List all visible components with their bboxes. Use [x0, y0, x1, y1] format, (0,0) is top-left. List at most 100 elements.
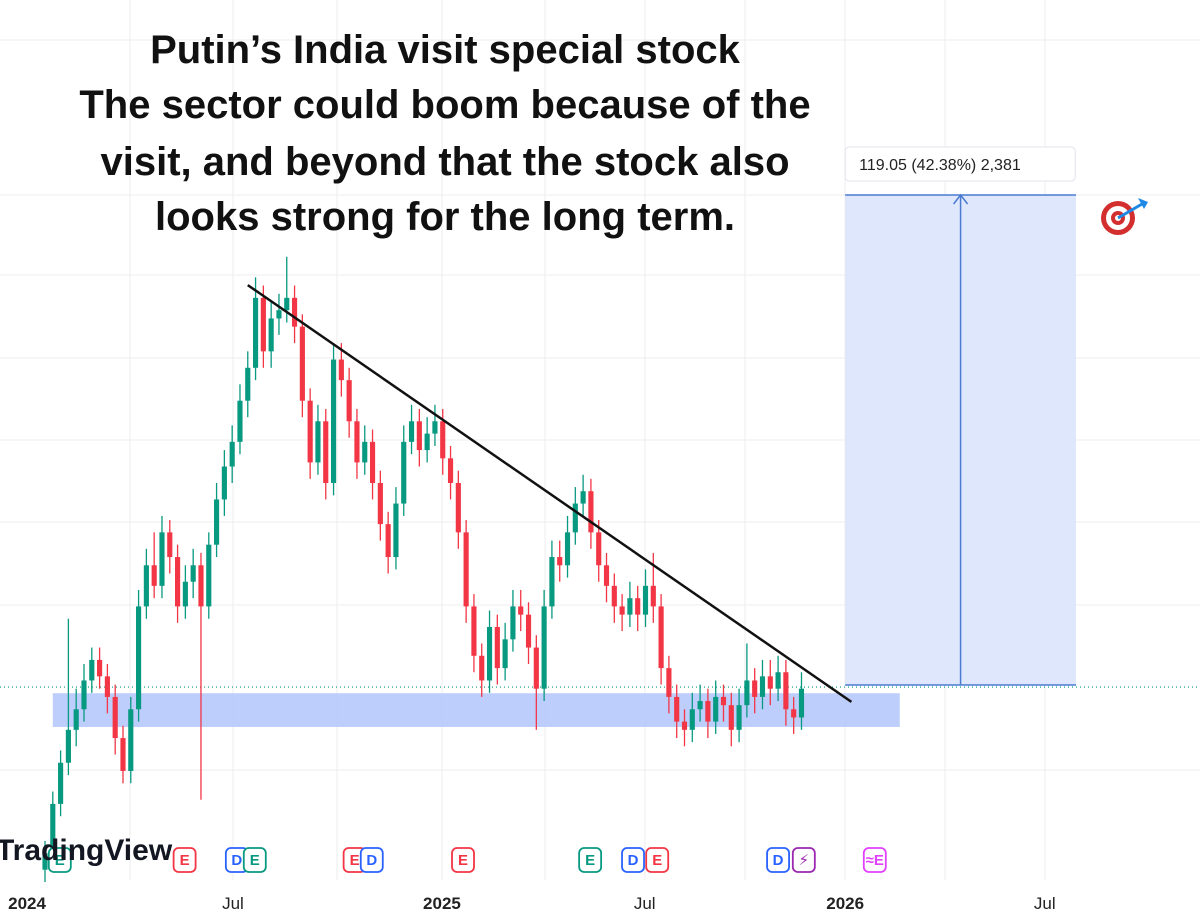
event-badge [242, 847, 267, 873]
x-tick-label: 2026 [826, 894, 864, 913]
candle-body [510, 606, 516, 640]
event-label: E [55, 852, 65, 869]
title-line: The sector could boom because of the [79, 83, 810, 127]
candle-body [73, 709, 79, 730]
candle-body [89, 659, 95, 681]
candle-body [642, 585, 649, 615]
candle-body [744, 680, 750, 706]
candle-body [447, 458, 454, 483]
candle-body [416, 421, 422, 451]
candle-body [237, 400, 243, 442]
title-line: looks strong for the long term. [155, 195, 735, 239]
event-label: E [250, 852, 260, 869]
candle-body [471, 606, 477, 656]
candle-body [252, 297, 259, 368]
candle-body [42, 853, 48, 870]
candle-body [494, 626, 500, 669]
candle-body [486, 626, 493, 681]
event-badge [621, 847, 645, 873]
event-label: D [628, 852, 639, 869]
target-icon [1101, 198, 1148, 235]
brand-logo: TradingView [0, 834, 173, 867]
event-badge [578, 847, 603, 873]
candle-body [627, 598, 633, 615]
candle-body [151, 565, 157, 586]
candle-body [65, 729, 71, 763]
event-label: D [366, 852, 377, 869]
candle-body [206, 544, 212, 607]
candle-body [580, 491, 586, 504]
candle-body [159, 532, 165, 586]
candle-body [120, 738, 126, 771]
candle-body [549, 557, 555, 607]
candle-body [713, 696, 719, 722]
candle-body [658, 606, 664, 669]
candle-body [260, 297, 266, 352]
event-badge [645, 847, 670, 873]
event-badge [47, 847, 72, 873]
candle-body [229, 441, 235, 467]
candle-body [369, 441, 376, 483]
candle-body [541, 606, 547, 689]
x-tick-label: 2024 [8, 894, 46, 913]
candle-body [81, 680, 87, 710]
candle-body [284, 297, 290, 311]
candle-body [635, 598, 641, 615]
event-label: E [585, 852, 595, 869]
candle-body [213, 499, 220, 545]
candle-body [666, 668, 672, 697]
candle-body [245, 367, 251, 401]
candle-body [588, 491, 594, 533]
title-line: Putin’s India visit special stock [150, 28, 741, 72]
candle-body [798, 688, 805, 718]
candle-body [674, 696, 680, 722]
candle-body [603, 565, 610, 586]
candle-body [783, 672, 789, 710]
candle-body [752, 680, 758, 697]
event-label: ≈E [866, 852, 884, 869]
candle-body [619, 606, 625, 615]
candle-body [104, 676, 110, 697]
candle-body [291, 297, 298, 327]
candle-body [564, 532, 571, 566]
trendline [247, 284, 853, 703]
event-label: E [350, 852, 360, 869]
event-badge [451, 847, 475, 873]
event-label: D [773, 852, 784, 869]
candle-body [596, 532, 602, 566]
candle-body [198, 565, 204, 607]
event-badge [172, 847, 197, 873]
event-label: E [180, 852, 190, 869]
candle-body [307, 400, 313, 463]
candle-body [143, 565, 149, 607]
candle-body [323, 421, 329, 483]
candle-body [463, 532, 469, 607]
candle-body [330, 359, 337, 483]
candle-body [175, 557, 181, 607]
candle-body [268, 318, 274, 352]
candle-body [362, 441, 368, 463]
candle-body [572, 503, 578, 533]
candle-body [650, 585, 656, 607]
event-badge [862, 847, 887, 873]
x-tick-label: 2025 [423, 894, 461, 913]
candle-body [346, 380, 352, 422]
candle-body [681, 721, 688, 730]
candle-body [136, 606, 142, 710]
candle-body [736, 705, 742, 730]
candle-body [759, 676, 766, 697]
candle-body [112, 696, 118, 739]
candle-body [299, 326, 305, 401]
candle-body [393, 503, 399, 558]
candle-body [518, 606, 524, 615]
candle-body [557, 557, 563, 566]
candle-body [97, 659, 103, 677]
candle-body [182, 581, 188, 607]
candle-body [767, 676, 773, 689]
candle-body [377, 482, 383, 525]
x-tick-label: Jul [222, 894, 244, 913]
candle-body [190, 565, 196, 582]
event-label: D [231, 852, 242, 869]
candle-body [689, 709, 695, 730]
